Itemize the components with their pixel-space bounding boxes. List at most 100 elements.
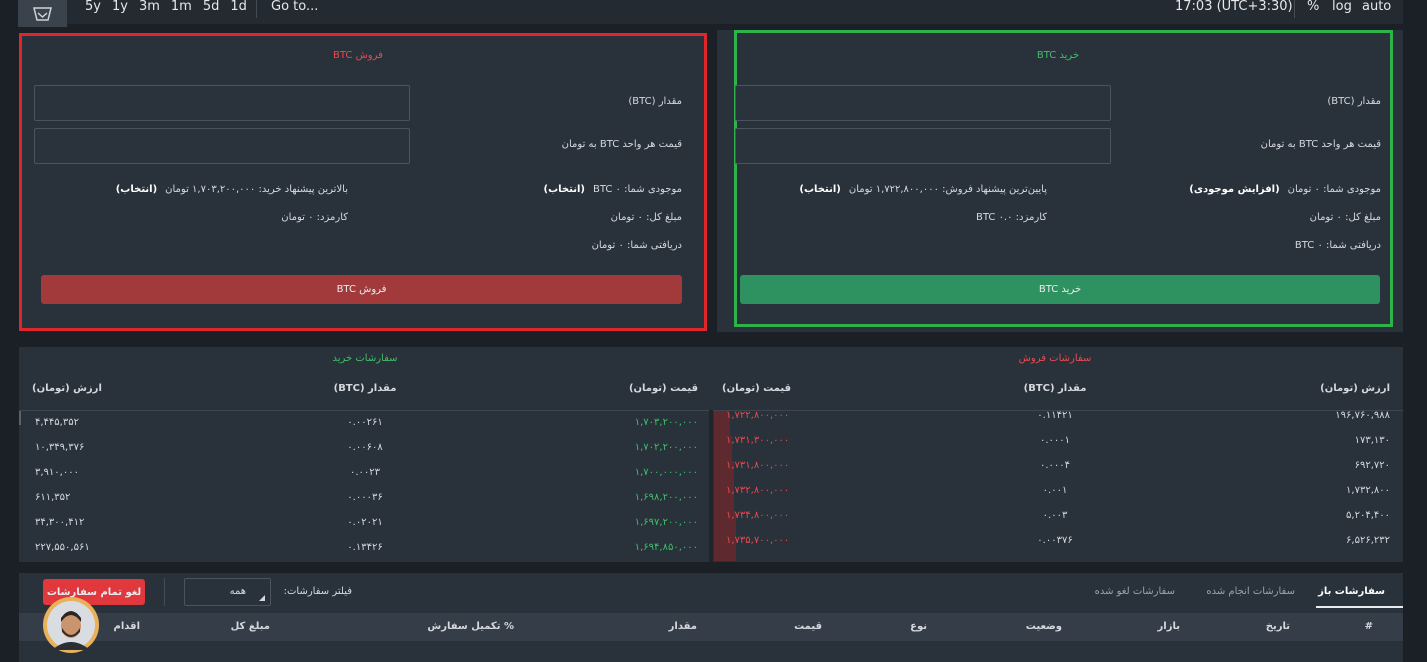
bid-amount: ۰.۰۰۲۳ xyxy=(349,467,381,478)
bid-amount: ۰.۰۰۰۳۶ xyxy=(347,492,383,503)
depth-bar xyxy=(714,461,734,486)
buy-orders-title: سفارشات خرید xyxy=(332,353,398,364)
bid-price[interactable]: ۱,۷۰۲,۲۰۰,۰۰۰ xyxy=(634,442,698,453)
column-header: % تکمیل سفارش xyxy=(427,621,514,632)
filter-value: همه xyxy=(229,586,246,597)
range-button[interactable]: 1y xyxy=(111,0,128,14)
percent-toggle[interactable]: % xyxy=(1307,0,1320,14)
form-title: فروش BTC xyxy=(333,50,383,61)
balance: موجودی شما: ۰ BTC xyxy=(592,184,682,195)
order-tab[interactable]: سفارشات انجام شده xyxy=(1206,586,1295,597)
range-button[interactable]: 5y xyxy=(85,0,101,14)
bid-value: ۴,۴۴۵,۳۵۲ xyxy=(35,417,79,428)
depth-bar xyxy=(714,511,736,536)
amount-input[interactable] xyxy=(735,85,1111,121)
ask-value: ۵,۲۰۴,۴۰۰ xyxy=(1346,510,1390,521)
total: مبلغ کل: ۰ تومان xyxy=(610,212,682,223)
column-header: ارزش (تومان) xyxy=(32,383,102,394)
filter-select[interactable] xyxy=(184,578,271,606)
best-offer: بالاترین پیشنهاد خرید: ۱,۷۰۳,۲۰۰,۰۰۰ توم… xyxy=(165,184,348,195)
fee: کارمزد: ۰.۰ BTC xyxy=(976,212,1047,223)
ask-price[interactable]: ۱,۷۳۵,۷۰۰,۰۰۰ xyxy=(726,535,790,546)
ask-amount: ۰.۰۰۰۱ xyxy=(1039,435,1071,446)
depth-bar xyxy=(714,536,736,561)
ask-price[interactable]: ۱,۷۳۱,۸۰۰,۰۰۰ xyxy=(726,460,790,471)
depth-indicator xyxy=(19,411,21,425)
best-offer: پایین‌ترین پیشنهاد فروش: ۱,۷۲۲,۸۰۰,۰۰۰ ت… xyxy=(848,184,1047,195)
bid-price[interactable]: ۱,۶۹۷,۲۰۰,۰۰۰ xyxy=(634,517,698,528)
ask-value: ۱,۷۳۲,۸۰۰ xyxy=(1346,485,1390,496)
select-arrow xyxy=(259,595,265,601)
bid-value: ۱۰,۳۴۹,۳۷۶ xyxy=(35,442,85,453)
bid-amount: ۰.۱۳۴۲۶ xyxy=(347,542,383,553)
bid-price[interactable]: ۱,۷۰۰,۰۰۰,۰۰۰ xyxy=(634,467,698,478)
ask-amount: ۰.۱۱۴۲۱ xyxy=(1037,410,1073,421)
submit-button[interactable]: فروش BTC xyxy=(41,275,682,304)
price-label: قیمت هر واحد BTC به تومان xyxy=(1260,139,1381,150)
toolbar-icon[interactable] xyxy=(18,0,68,28)
clock: 17:03 (UTC+3:30) xyxy=(1175,0,1293,14)
column-header: اقدام xyxy=(113,621,140,632)
ask-price[interactable]: ۱,۷۳۱,۳۰۰,۰۰۰ xyxy=(726,435,790,446)
bid-amount: ۰.۰۰۶۰۸ xyxy=(347,442,383,453)
balance-action[interactable]: (افزایش موجودی) xyxy=(1189,184,1280,195)
balance-row: موجودی شما: ۰ تومان (افزایش موجودی) xyxy=(1189,183,1381,197)
depth-bar xyxy=(714,436,732,461)
best-offer-action[interactable]: (انتخاب) xyxy=(115,184,158,195)
best-offer-row: پایین‌ترین پیشنهاد فروش: ۱,۷۲۲,۸۰۰,۰۰۰ ت… xyxy=(799,183,1047,197)
separator xyxy=(256,0,257,18)
separator xyxy=(164,578,165,606)
ask-value: ۶۹۲,۷۲۰ xyxy=(1354,460,1390,471)
balance: موجودی شما: ۰ تومان xyxy=(1287,184,1381,195)
form-title: خرید BTC xyxy=(1036,50,1080,61)
auto-toggle[interactable]: auto xyxy=(1362,0,1392,14)
submit-button[interactable]: خرید BTC xyxy=(740,275,1380,304)
ask-price[interactable]: ۱,۷۳۴,۸۰۰,۰۰۰ xyxy=(726,510,790,521)
depth-bar xyxy=(714,486,734,511)
bid-price[interactable]: ۱,۷۰۳,۲۰۰,۰۰۰ xyxy=(634,417,698,428)
log-toggle[interactable]: log xyxy=(1332,0,1352,14)
column-header: مقدار xyxy=(668,621,697,632)
column-header: قیمت (تومان) xyxy=(722,383,792,394)
best-offer-row: بالاترین پیشنهاد خرید: ۱,۷۰۳,۲۰۰,۰۰۰ توم… xyxy=(116,183,348,197)
total: مبلغ کل: ۰ تومان xyxy=(1309,212,1381,223)
divider xyxy=(709,410,713,562)
range-button[interactable]: 1m xyxy=(170,0,192,14)
bid-price[interactable]: ۱,۶۹۸,۲۰۰,۰۰۰ xyxy=(634,492,698,503)
column-header: مقدار (BTC) xyxy=(1023,383,1087,394)
bid-value: ۶۱۱,۳۵۲ xyxy=(35,492,71,503)
range-button[interactable]: 3m xyxy=(138,0,160,14)
ask-price[interactable]: ۱,۷۲۲,۸۰۰,۰۰۰ xyxy=(726,410,790,421)
ask-value: ۶,۵۲۶,۲۳۲ xyxy=(1346,535,1390,546)
price-label: قیمت هر واحد BTC به تومان xyxy=(561,139,682,150)
column-header: # xyxy=(1364,621,1373,632)
balance-action[interactable]: (انتخاب) xyxy=(543,184,585,195)
ask-amount: ۰.۰۰۳ xyxy=(1042,510,1068,521)
order-tab[interactable]: سفارشات باز xyxy=(1318,586,1385,597)
toolbar xyxy=(18,0,1403,24)
table-header xyxy=(19,613,1403,641)
bid-price[interactable]: ۱,۶۹۴,۸۵۰,۰۰۰ xyxy=(634,542,698,553)
best-offer-action[interactable]: (انتخاب) xyxy=(799,184,841,195)
ask-value: ۱۹۶,۷۶۰,۹۸۸ xyxy=(1335,410,1390,421)
amount-label: مقدار (BTC) xyxy=(1327,96,1381,107)
column-header: بازار xyxy=(1157,621,1180,632)
range-button[interactable]: 1d xyxy=(230,0,247,14)
avatar[interactable] xyxy=(42,596,100,654)
bid-value: ۳۴,۳۰۰,۴۱۲ xyxy=(35,517,85,528)
price-input[interactable] xyxy=(735,128,1111,164)
range-button[interactable]: 5d xyxy=(202,0,220,14)
bid-value: ۳,۹۱۰,۰۰۰ xyxy=(35,467,79,478)
ask-price[interactable]: ۱,۷۳۲,۸۰۰,۰۰۰ xyxy=(726,485,790,496)
range-buttons: 5y 1y 3m 1m 5d 1d xyxy=(85,0,247,14)
sell-orders-title: سفارشات فروش xyxy=(1018,353,1092,364)
amount-input[interactable] xyxy=(34,85,410,121)
goto-button[interactable]: Go to... xyxy=(271,0,319,14)
order-tab[interactable]: سفارشات لغو شده xyxy=(1094,586,1175,597)
price-input[interactable] xyxy=(34,128,410,164)
active-tab-indicator xyxy=(1316,606,1403,608)
depth-bar xyxy=(714,411,730,436)
separator xyxy=(1294,0,1295,18)
bid-amount: ۰.۰۲۰۲۱ xyxy=(347,517,383,528)
